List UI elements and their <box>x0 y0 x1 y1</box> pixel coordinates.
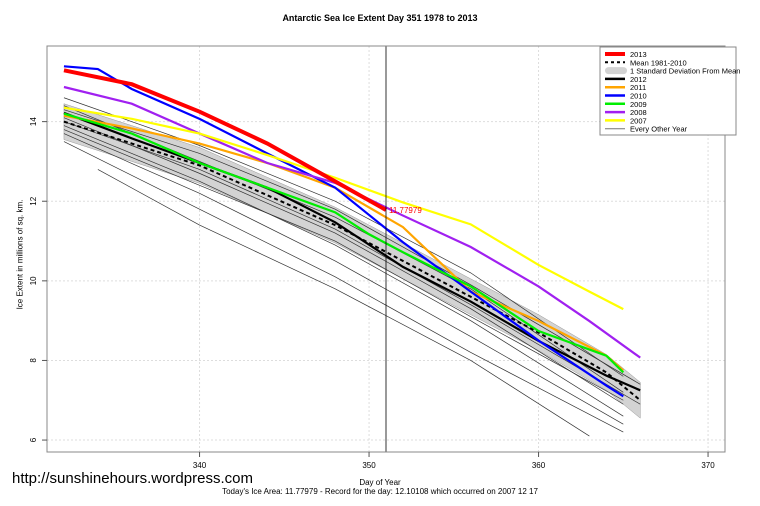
series-line-2013 <box>63 68 387 212</box>
legend-label: 2007 <box>630 116 647 125</box>
x-tick-label: 370 <box>701 461 715 470</box>
legend-label: Every Other Year <box>630 125 688 134</box>
footer-text: Today's Ice Area: 11.77979 - Record for … <box>222 487 538 496</box>
other-year-line <box>63 121 641 405</box>
sd-band <box>63 103 641 419</box>
other-year-line <box>63 109 641 385</box>
mean-line <box>63 120 641 402</box>
series-line-2011 <box>63 114 625 372</box>
legend-label: 2011 <box>630 83 646 92</box>
x-tick-label: 360 <box>532 461 546 470</box>
x-tick-label: 350 <box>362 461 376 470</box>
y-tick-label: 12 <box>29 196 38 205</box>
other-year-line <box>63 133 624 425</box>
legend-label: 2009 <box>630 100 647 109</box>
legend-label: 2013 <box>630 50 647 59</box>
other-year-line <box>97 169 590 437</box>
y-tick-label: 14 <box>29 117 38 126</box>
series-line-2012 <box>63 111 641 392</box>
legend-label: 2012 <box>630 75 647 84</box>
x-axis-label: Day of Year <box>359 478 401 487</box>
y-tick-label: 10 <box>29 276 38 285</box>
legend-swatch <box>605 67 627 75</box>
y-tick-label: 6 <box>29 437 38 442</box>
y-tick-label: 8 <box>29 358 38 363</box>
annotation-label: 11.77979 <box>389 206 422 215</box>
series-line-2009 <box>63 112 625 374</box>
other-year-line <box>63 129 624 401</box>
watermark-url: http://sunshinehours.wordpress.com <box>12 470 253 487</box>
other-year-line <box>63 125 624 417</box>
series-line-2007 <box>63 106 624 311</box>
x-tick-label: 340 <box>193 461 207 470</box>
plot-border <box>46 45 726 453</box>
legend-label: Mean 1981-2010 <box>630 58 687 67</box>
other-year-line <box>63 117 624 405</box>
legend-label: 1 Standard Deviation From Mean <box>630 67 740 76</box>
legend-label: 2008 <box>630 108 647 117</box>
chart-title: Antarctic Sea Ice Extent Day 351 1978 to… <box>282 13 478 23</box>
other-year-line <box>63 97 624 377</box>
other-year-line <box>63 141 624 433</box>
legend-label: 2010 <box>630 92 647 101</box>
